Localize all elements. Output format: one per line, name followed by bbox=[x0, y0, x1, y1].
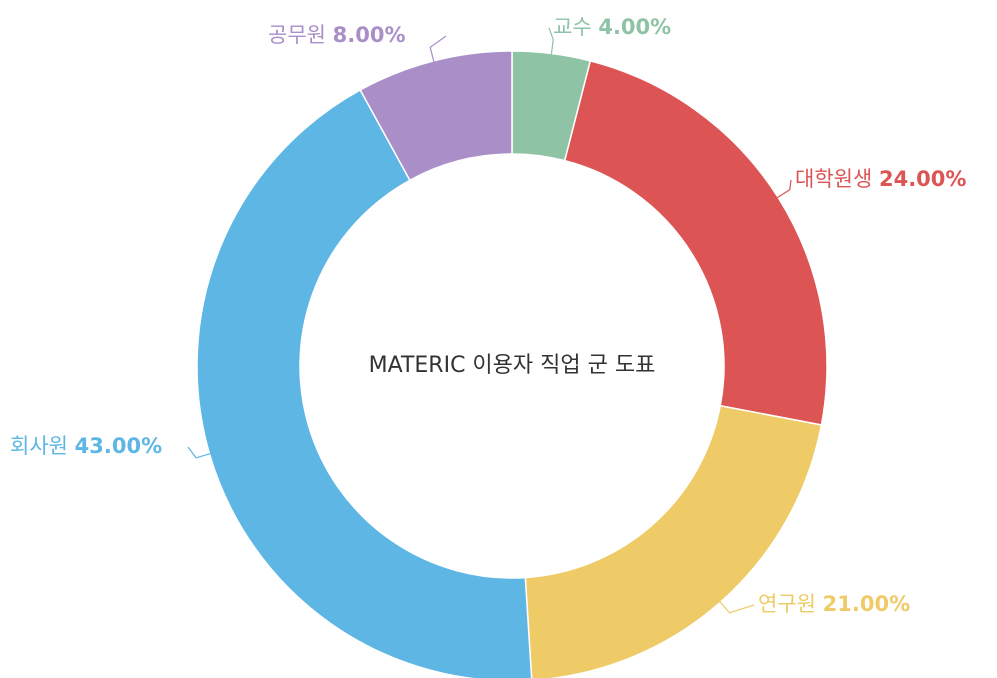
slice-value: 4.00% bbox=[598, 15, 671, 39]
slice-label: 교수 4.00% bbox=[553, 15, 671, 39]
slice-value: 24.00% bbox=[879, 167, 966, 191]
slice-label: 회사원 43.00% bbox=[10, 434, 162, 458]
slice-label: 연구원 21.00% bbox=[758, 592, 910, 616]
slice-value: 21.00% bbox=[823, 592, 910, 616]
slice-name: 교수 bbox=[553, 15, 592, 39]
slice-name: 연구원 bbox=[758, 592, 816, 616]
slice-value: 43.00% bbox=[75, 434, 162, 458]
chart-title: MATERIC 이용자 직업 군 도표 bbox=[369, 353, 656, 378]
slice-name: 공무원 bbox=[268, 23, 326, 47]
slice-name: 회사원 bbox=[10, 434, 68, 458]
donut-slice bbox=[563, 59, 828, 426]
leader-line bbox=[187, 446, 212, 459]
donut-slice bbox=[524, 404, 823, 678]
slice-label: 대학원생 24.00% bbox=[795, 167, 966, 191]
leader-line bbox=[718, 600, 755, 614]
leader-line bbox=[429, 35, 447, 63]
slice-value: 8.00% bbox=[333, 23, 406, 47]
leader-line bbox=[775, 179, 792, 199]
slice-label: 공무원 8.00% bbox=[268, 23, 406, 47]
leader-line bbox=[548, 27, 554, 56]
donut-slice bbox=[196, 88, 533, 678]
slice-name: 대학원생 bbox=[795, 167, 872, 191]
donut-slice bbox=[359, 50, 513, 182]
